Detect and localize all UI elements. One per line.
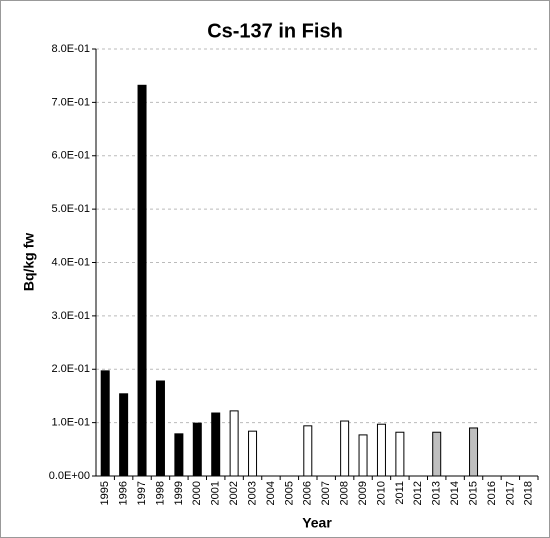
bar xyxy=(229,410,239,477)
y-tick-label: 2.0E-01 xyxy=(51,363,90,375)
y-tick-label: 4.0E-01 xyxy=(51,256,90,268)
y-tick-label: 0.0E+00 xyxy=(49,470,90,482)
bar xyxy=(469,427,479,477)
x-tick-label: 1997 xyxy=(136,481,148,505)
x-tick-label: 2007 xyxy=(320,481,332,505)
y-tick-label: 1.0E-01 xyxy=(51,417,90,429)
x-tick-label: 2009 xyxy=(357,481,369,505)
bar xyxy=(395,431,405,477)
bar xyxy=(174,433,184,477)
x-tick-label: 2013 xyxy=(431,481,443,505)
x-tick-label: 2002 xyxy=(228,481,240,505)
x-tick-label: 2008 xyxy=(339,481,351,505)
y-axis-label: Bq/kg fw xyxy=(21,233,37,291)
x-tick-label: 1999 xyxy=(173,481,185,505)
x-tick-label: 2014 xyxy=(449,481,461,505)
x-tick-label: 2017 xyxy=(504,481,516,505)
bar xyxy=(248,430,258,477)
x-tick-label: 2001 xyxy=(210,481,222,505)
x-tick-label: 2004 xyxy=(265,481,277,505)
bar xyxy=(137,84,147,477)
bar xyxy=(192,422,202,477)
bar xyxy=(100,370,110,477)
x-tick-label: 2018 xyxy=(523,481,535,505)
bar xyxy=(432,431,442,477)
x-tick-label: 1995 xyxy=(99,481,111,505)
x-tick-label: 2011 xyxy=(394,481,406,505)
x-tick-label: 2006 xyxy=(302,481,314,505)
x-tick-label: 2012 xyxy=(412,481,424,505)
x-tick-label: 1996 xyxy=(118,481,130,505)
y-tick-label: 5.0E-01 xyxy=(51,203,90,215)
bar xyxy=(303,425,313,477)
x-tick-label: 2010 xyxy=(375,481,387,505)
bar xyxy=(358,434,368,477)
y-tick-label: 6.0E-01 xyxy=(51,150,90,162)
bar xyxy=(340,420,350,477)
bar xyxy=(155,380,165,477)
bar xyxy=(119,393,129,477)
bar xyxy=(211,412,221,477)
y-tick-label: 8.0E-01 xyxy=(51,43,90,55)
y-tick-label: 3.0E-01 xyxy=(51,310,90,322)
x-tick-label: 2015 xyxy=(467,481,479,505)
x-tick-label: 1998 xyxy=(154,481,166,505)
x-tick-label: 2016 xyxy=(486,481,498,505)
bar xyxy=(376,423,386,477)
x-axis-label: Year xyxy=(302,515,332,531)
y-tick-label: 7.0E-01 xyxy=(51,96,90,108)
chart-title: Cs-137 in Fish xyxy=(207,20,343,42)
x-tick-label: 2003 xyxy=(246,481,258,505)
x-tick-label: 2005 xyxy=(283,481,295,505)
x-tick-label: 2000 xyxy=(191,481,203,505)
